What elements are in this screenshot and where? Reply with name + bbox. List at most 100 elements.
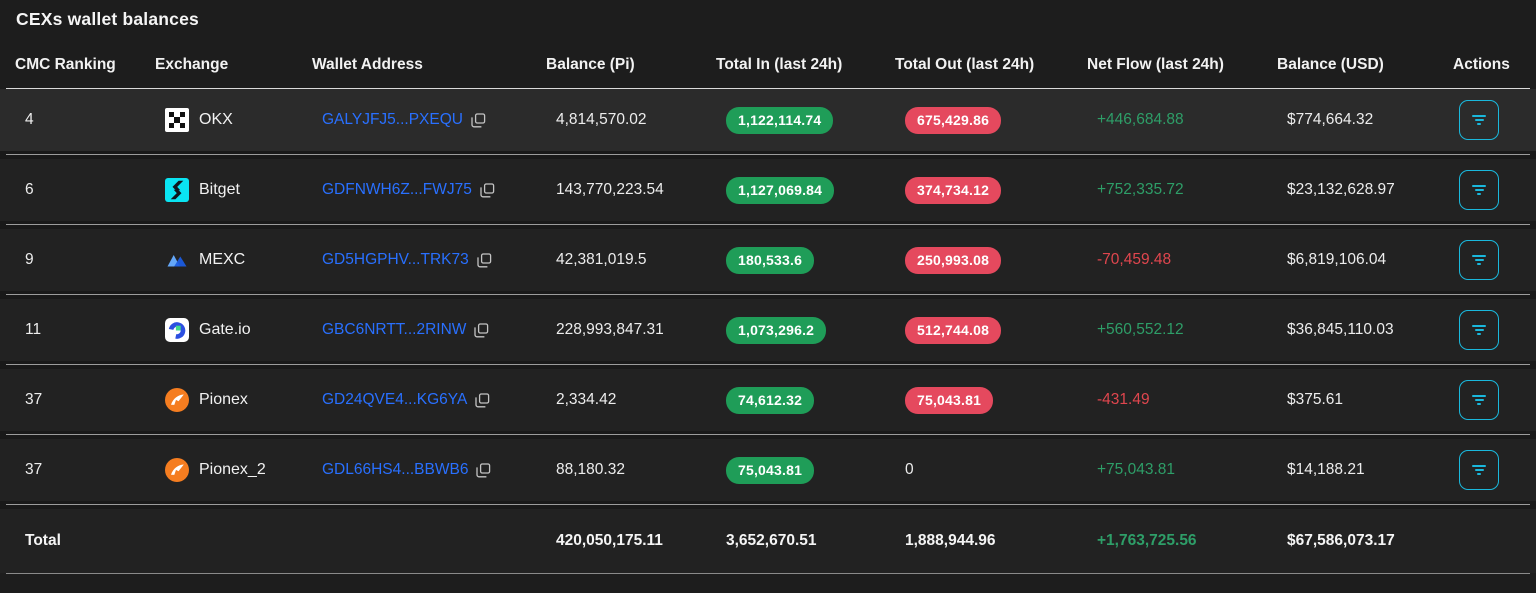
table-total-row: Total 420,050,175.11 3,652,670.51 1,888,…	[0, 509, 1536, 573]
mexc-logo-icon	[165, 248, 189, 272]
filter-action-button[interactable]	[1459, 100, 1499, 140]
table-row: 6 Bitget GDFNWH6Z...FWJ75 143,770,223.54…	[0, 159, 1536, 229]
filter-action-button[interactable]	[1459, 450, 1499, 490]
filter-icon	[1472, 185, 1486, 187]
exchange-cell: Bitget	[155, 178, 312, 202]
total-in-badge: 1,122,114.74	[726, 106, 834, 134]
total-in-badge: 1,073,296.2	[726, 316, 827, 344]
filter-icon	[1472, 325, 1486, 327]
bitget-logo-icon	[165, 178, 189, 202]
pionex-logo-icon	[165, 388, 189, 412]
column-header-balance-pi: Balance (Pi)	[546, 56, 635, 73]
copy-icon[interactable]	[471, 112, 486, 128]
net-flow-value: -431.49	[1097, 391, 1150, 408]
filter-icon	[1472, 255, 1486, 257]
cmc-ranking-value: 6	[25, 181, 34, 198]
balance-pi-value: 4,814,570.02	[556, 111, 647, 128]
cmc-ranking-value: 37	[25, 391, 43, 408]
filter-icon	[1472, 115, 1486, 117]
wallet-address-cell: GALYJFJ5...PXEQU	[312, 111, 546, 129]
balance-pi-value: 2,334.42	[556, 391, 617, 408]
total-label: Total	[25, 532, 61, 549]
exchange-name: Pionex	[199, 391, 248, 408]
exchange-cell: Gate.io	[155, 318, 312, 342]
exchange-cell: OKX	[155, 108, 312, 132]
total-net-flow: +1,763,725.56	[1097, 532, 1197, 549]
filter-action-button[interactable]	[1459, 170, 1499, 210]
row-separator	[0, 221, 1536, 229]
wallet-address-cell: GD24QVE4...KG6YA	[312, 391, 546, 409]
exchange-cell: Pionex	[155, 388, 312, 412]
filter-action-button[interactable]	[1459, 310, 1499, 350]
wallet-address-cell: GD5HGPHV...TRK73	[312, 251, 546, 269]
balance-usd-value: $375.61	[1287, 391, 1344, 408]
copy-icon[interactable]	[474, 322, 489, 338]
balance-pi-value: 42,381,019.5	[556, 251, 647, 268]
net-flow-value: +752,335.72	[1097, 181, 1184, 198]
pionex-logo-icon	[165, 458, 189, 482]
total-out-badge: 250,993.08	[905, 246, 1002, 274]
total-in-badge: 180,533.6	[726, 246, 815, 274]
column-header-total-in: Total In (last 24h)	[716, 56, 843, 73]
total-in-badge: 1,127,069.84	[726, 176, 835, 204]
balance-usd-value: $23,132,628.97	[1287, 181, 1395, 198]
table-row: 37 Pionex_2 GDL66HS4...BBWB6 88,180.32 7…	[0, 439, 1536, 509]
header-divider	[6, 88, 1530, 89]
exchange-cell: Pionex_2	[155, 458, 312, 482]
exchange-name: Bitget	[199, 181, 240, 198]
exchange-name: Pionex_2	[199, 461, 266, 478]
copy-icon[interactable]	[477, 252, 492, 268]
row-separator	[0, 361, 1536, 369]
total-in-badge: 75,043.81	[726, 456, 815, 484]
filter-icon	[1472, 465, 1486, 467]
cmc-ranking-value: 4	[25, 111, 34, 128]
table-row: 9 MEXC GD5HGPHV...TRK73 42,381,019.5 180…	[0, 229, 1536, 299]
balance-usd-value: $6,819,106.04	[1287, 251, 1387, 268]
wallet-address-link[interactable]: GALYJFJ5...PXEQU	[322, 111, 463, 128]
column-header-exchange: Exchange	[155, 56, 229, 73]
wallet-address-link[interactable]: GBC6NRTT...2RINW	[322, 321, 467, 338]
cmc-ranking-value: 11	[25, 321, 42, 338]
row-separator	[0, 151, 1536, 159]
balance-pi-value: 228,993,847.31	[556, 321, 664, 338]
filter-icon	[1472, 395, 1486, 397]
balance-usd-value: $774,664.32	[1287, 111, 1374, 128]
net-flow-value: -70,459.48	[1097, 251, 1172, 268]
column-header-wallet-address: Wallet Address	[312, 56, 423, 73]
total-out-badge: 675,429.86	[905, 106, 1002, 134]
column-header-net-flow: Net Flow (last 24h)	[1087, 56, 1224, 73]
total-out-badge: 512,744.08	[905, 316, 1002, 344]
balance-usd-value: $36,845,110.03	[1287, 321, 1394, 338]
wallet-address-link[interactable]: GD5HGPHV...TRK73	[322, 251, 469, 268]
table-row: 4 OKX GALYJFJ5...PXEQU 4,814,570.02 1,12…	[0, 89, 1536, 159]
table-bottom-divider	[6, 573, 1530, 574]
table-row: 11 Gate.io GBC6NRTT...2RINW 228,993,847.…	[0, 299, 1536, 369]
filter-action-button[interactable]	[1459, 240, 1499, 280]
copy-icon[interactable]	[476, 462, 491, 478]
total-in-sum: 3,652,670.51	[726, 532, 817, 549]
net-flow-value: +75,043.81	[1097, 461, 1176, 478]
column-header-cmc-ranking: CMC Ranking	[15, 56, 116, 73]
net-flow-value: +446,684.88	[1097, 111, 1184, 128]
table-row: 37 Pionex GD24QVE4...KG6YA 2,334.42 74,6…	[0, 369, 1536, 439]
copy-icon[interactable]	[480, 182, 495, 198]
exchange-cell: MEXC	[155, 248, 312, 272]
page-title: CEXs wallet balances	[16, 9, 199, 29]
total-out-badge: 374,734.12	[905, 176, 1002, 204]
filter-action-button[interactable]	[1459, 380, 1499, 420]
net-flow-value: +560,552.12	[1097, 321, 1184, 338]
wallet-address-cell: GDL66HS4...BBWB6	[312, 461, 546, 479]
wallet-address-cell: GDFNWH6Z...FWJ75	[312, 181, 546, 199]
gate-logo-icon	[165, 318, 189, 342]
wallet-address-link[interactable]: GD24QVE4...KG6YA	[322, 391, 468, 408]
wallet-address-link[interactable]: GDFNWH6Z...FWJ75	[322, 181, 472, 198]
column-header-total-out: Total Out (last 24h)	[895, 56, 1035, 73]
balance-pi-value: 88,180.32	[556, 461, 625, 478]
row-separator	[0, 431, 1536, 439]
row-separator	[0, 501, 1536, 509]
wallet-address-cell: GBC6NRTT...2RINW	[312, 321, 546, 339]
exchange-name: MEXC	[199, 251, 246, 268]
wallet-address-link[interactable]: GDL66HS4...BBWB6	[322, 461, 469, 478]
balance-pi-value: 143,770,223.54	[556, 181, 664, 198]
copy-icon[interactable]	[475, 392, 490, 408]
